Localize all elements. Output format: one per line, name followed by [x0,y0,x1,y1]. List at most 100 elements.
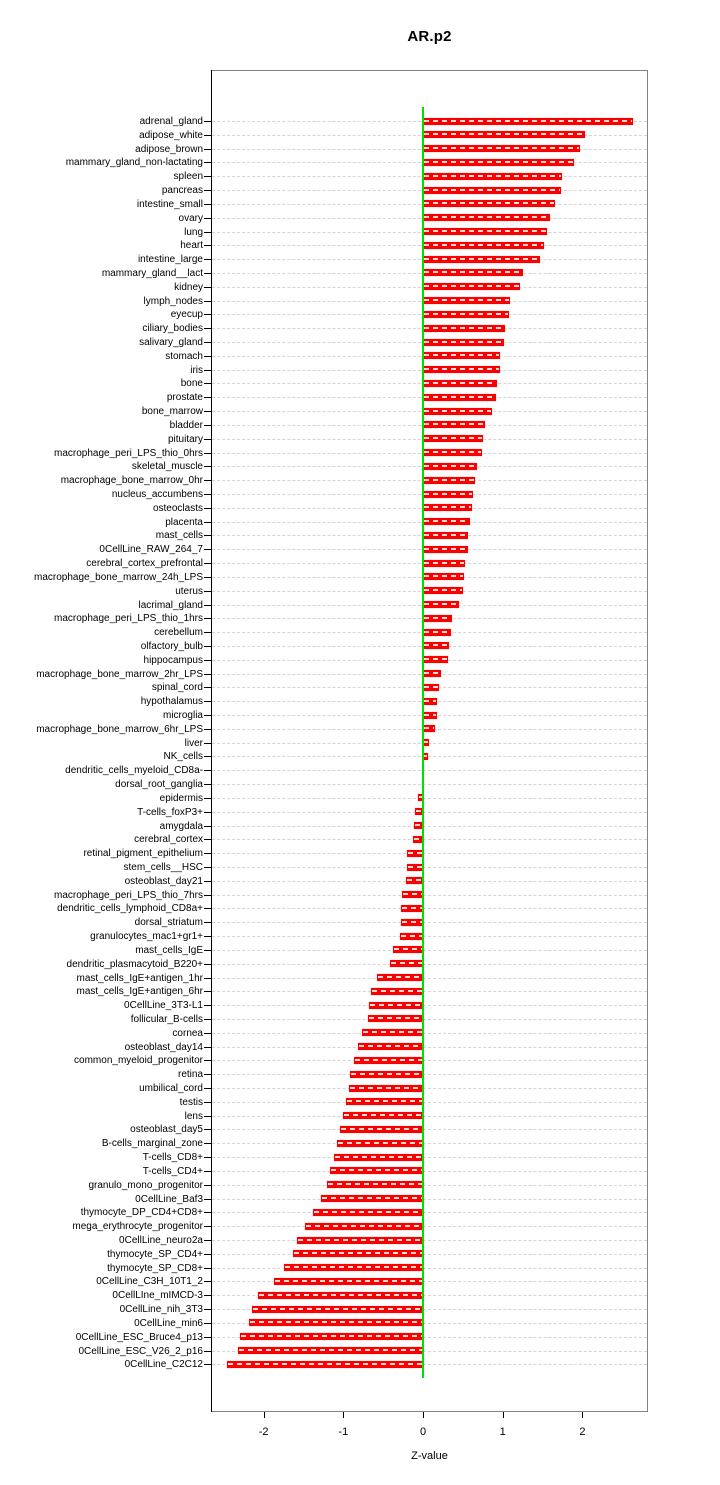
bar-hatch-pattern [341,1127,422,1130]
bar [423,670,441,678]
y-axis-tick [204,1295,211,1297]
bar-hatch-pattern [294,1252,422,1255]
y-axis-tick [204,148,211,150]
y-axis-tick [204,1212,211,1214]
y-axis-category-label: 0CellLine_C2C12 [124,1359,203,1371]
y-axis-category-label: microglia [162,710,203,722]
bar-hatch-pattern [408,851,422,854]
row-gridline [212,1170,647,1172]
bar [423,725,435,733]
y-axis-tick [204,645,211,647]
bar [238,1347,423,1355]
bar-hatch-pattern [402,906,422,909]
bar-hatch-pattern [424,603,458,606]
y-axis-category-label: osteoblast_day14 [124,1041,203,1053]
y-axis-category-label: ciliary_bodies [142,323,203,335]
row-gridline [212,1157,647,1159]
y-axis-category-label: adipose_white [139,129,203,141]
bar-hatch-pattern [424,464,477,467]
y-axis-category-label: adipose_brown [135,143,203,155]
row-gridline [212,991,647,993]
zero-reference-line [422,107,424,1379]
y-axis-category-label: macrophage_bone_marrow_6hr_LPS [36,723,203,735]
y-axis-tick [204,632,211,634]
bar [358,1043,423,1051]
bar-hatch-pattern [250,1321,422,1324]
y-axis-category-label: lung [184,226,203,238]
y-axis-category-label: common_myeloid_progenitor [74,1055,203,1067]
y-axis-tick [204,936,211,938]
bar [406,877,423,885]
y-axis-category-label: granulocytes_mac1+gr1+ [90,931,203,943]
y-axis-tick [204,590,211,592]
bar-hatch-pattern [314,1210,422,1213]
y-axis-category-label: dendritic_cells_lymphoid_CD8a+ [57,903,203,915]
y-axis-tick [204,342,211,344]
bar-hatch-pattern [343,1114,422,1117]
bar [423,642,450,650]
y-axis-tick [204,1364,211,1366]
bar-hatch-pattern [424,354,500,357]
bar [423,255,541,263]
y-axis-tick [204,1129,211,1131]
bar-hatch-pattern [424,492,473,495]
bar [402,891,423,899]
bar [423,518,471,526]
y-axis-category-label: 0CellLine_min6 [134,1317,203,1329]
y-axis-tick [204,1322,211,1324]
bar-hatch-pattern [415,824,422,827]
bar-hatch-pattern [424,147,579,150]
row-gridline [212,1350,647,1352]
y-axis-category-label: dendritic_cells_myeloid_CD8a- [65,765,203,777]
y-axis-tick [204,259,211,261]
y-axis-tick [204,383,211,385]
row-gridline [212,908,647,910]
row-gridline [212,811,647,813]
y-axis-tick [204,659,211,661]
y-axis-tick [204,756,211,758]
y-axis-category-label: eyecup [170,309,203,321]
y-axis-category-label: umbilical_cord [139,1083,203,1095]
bar-hatch-pattern [351,1072,422,1075]
bar-hatch-pattern [298,1238,422,1241]
y-axis-tick [204,673,211,675]
bar [423,338,505,346]
y-axis-tick [204,1032,211,1034]
y-axis-category-label: prostate [166,392,203,404]
y-axis-tick [204,1018,211,1020]
y-axis-tick [204,1281,211,1283]
row-gridline [212,770,647,772]
y-axis-category-label: kidney [174,281,203,293]
x-axis-tick [582,1412,584,1418]
y-axis-category-label: macrophage_peri_LPS_thio_0hrs [54,447,203,459]
bar [346,1098,423,1106]
y-axis-tick [204,162,211,164]
bar [414,822,423,830]
y-axis-tick [204,438,211,440]
bar-hatch-pattern [241,1335,422,1338]
bar [423,241,545,249]
y-axis-tick [204,121,211,122]
y-axis-category-label: placenta [165,516,203,528]
bar [399,932,423,940]
row-gridline [212,1046,647,1048]
bar-hatch-pattern [349,1086,422,1089]
bar [423,504,472,512]
y-axis-tick [204,1226,211,1228]
y-axis-category-label: mast_cells_IgE+antigen_6hr [76,986,203,998]
y-axis-tick [204,1198,211,1200]
y-axis-category-label: retinal_pigment_epithelium [83,848,203,860]
y-axis-category-label: 0CellLine_nih_3T3 [119,1304,203,1316]
row-gridline [212,977,647,979]
bar [423,752,428,760]
bar [423,628,451,636]
y-axis-tick [204,894,211,896]
y-axis-category-label: spinal_cord [151,682,203,694]
y-axis-category-label: T-cells_foxP3+ [137,806,203,818]
bar [423,366,500,374]
bar [423,739,429,747]
y-axis-tick [204,369,211,371]
row-gridline [212,797,647,799]
y-axis-category-label: amygdala [159,820,203,832]
row-gridline [212,1281,647,1283]
